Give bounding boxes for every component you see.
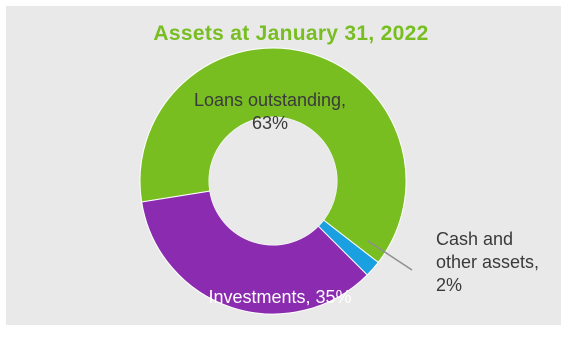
chart-title: Assets at January 31, 2022 xyxy=(153,22,429,45)
data-label-loans-outstanding-line-2: 63% xyxy=(252,113,288,133)
donut-hole xyxy=(209,117,337,245)
data-label-investments-line-1: Investments, 35% xyxy=(208,287,351,307)
data-label-loans-outstanding-line-1: Loans outstanding, xyxy=(194,90,346,110)
data-label-cash-and-other-assets-line-3: 2% xyxy=(436,275,462,295)
data-label-cash-and-other-assets-line-2: other assets, xyxy=(436,252,539,272)
data-label-cash-and-other-assets-line-1: Cash and xyxy=(436,229,513,249)
leader-line-cash xyxy=(367,240,413,271)
